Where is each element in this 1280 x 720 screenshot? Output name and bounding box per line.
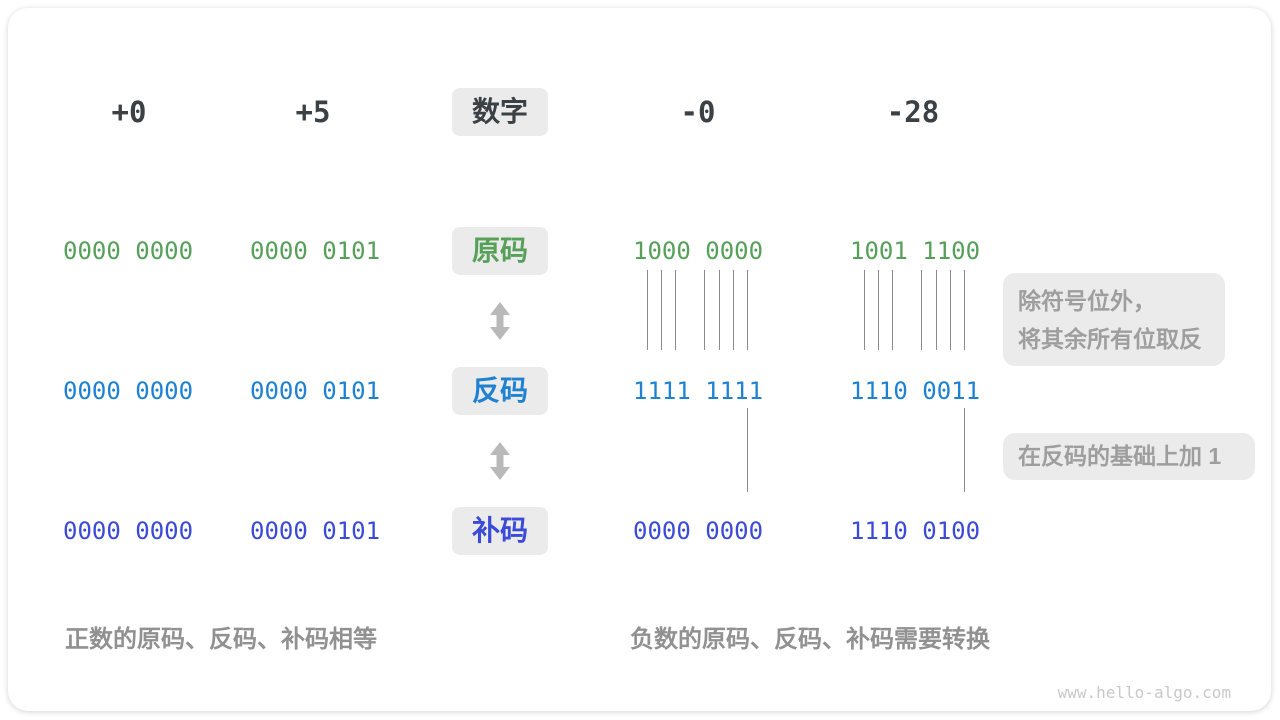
sign-magnitude-minus-zero: 1000 0000 xyxy=(633,237,764,265)
updown-arrow-icon xyxy=(490,302,510,340)
bit-flip-line xyxy=(704,270,706,350)
bit-flip-line xyxy=(718,270,720,350)
bit-flip-line xyxy=(675,270,677,350)
sign-magnitude-badge: 原码 xyxy=(452,227,548,275)
positive-numbers-caption: 正数的原码、反码、补码相等 xyxy=(65,626,377,653)
number-label-badge: 数字 xyxy=(452,88,548,136)
twos-complement-minus-zero: 0000 0000 xyxy=(633,517,764,545)
header-minus-28: -28 xyxy=(886,95,940,129)
bit-flip-line xyxy=(921,270,923,350)
updown-arrow-icon xyxy=(490,442,510,480)
carry-line xyxy=(747,408,749,492)
bit-flip-line xyxy=(661,270,662,350)
site-watermark: www.hello-algo.com xyxy=(1057,683,1231,702)
diagram-card: +0 +5 数字 -0 -28 原码 0000 0000 0000 0101 1… xyxy=(8,8,1271,711)
twos-complement-plus-five: 0000 0101 xyxy=(250,517,381,545)
ones-complement-badge: 反码 xyxy=(452,367,548,415)
ones-complement-minus-zero: 1111 1111 xyxy=(633,377,764,405)
twos-complement-badge: 补码 xyxy=(452,507,548,555)
bit-flip-line xyxy=(733,270,734,350)
bit-flip-line xyxy=(646,270,648,350)
header-minus-zero: -0 xyxy=(680,95,716,129)
bit-flip-line xyxy=(964,270,966,350)
bit-flip-line xyxy=(878,270,879,350)
ones-complement-plus-five: 0000 0101 xyxy=(250,377,381,405)
bit-flip-line xyxy=(935,270,937,350)
twos-complement-minus-28: 1110 0100 xyxy=(850,517,981,545)
carry-line xyxy=(964,408,966,492)
sign-magnitude-plus-zero: 0000 0000 xyxy=(63,237,194,265)
twos-complement-plus-zero: 0000 0000 xyxy=(63,517,194,545)
flip-bits-note: 除符号位外， 将其余所有位取反 xyxy=(1003,273,1225,366)
flip-bits-note-line1: 除符号位外， xyxy=(1018,288,1156,314)
bit-flip-line xyxy=(950,270,951,350)
flip-bits-note-line2: 将其余所有位取反 xyxy=(1018,326,1202,352)
bit-flip-line xyxy=(863,270,865,350)
header-plus-zero: +0 xyxy=(111,95,147,129)
bit-flip-line xyxy=(892,270,894,350)
negative-numbers-caption: 负数的原码、反码、补码需要转换 xyxy=(630,626,990,653)
sign-magnitude-plus-five: 0000 0101 xyxy=(250,237,381,265)
header-plus-five: +5 xyxy=(295,95,331,129)
sign-magnitude-minus-28: 1001 1100 xyxy=(850,237,981,265)
ones-complement-minus-28: 1110 0011 xyxy=(850,377,981,405)
add-one-note: 在反码的基础上加 1 xyxy=(1003,433,1255,480)
ones-complement-plus-zero: 0000 0000 xyxy=(63,377,194,405)
bit-flip-line xyxy=(747,270,749,350)
